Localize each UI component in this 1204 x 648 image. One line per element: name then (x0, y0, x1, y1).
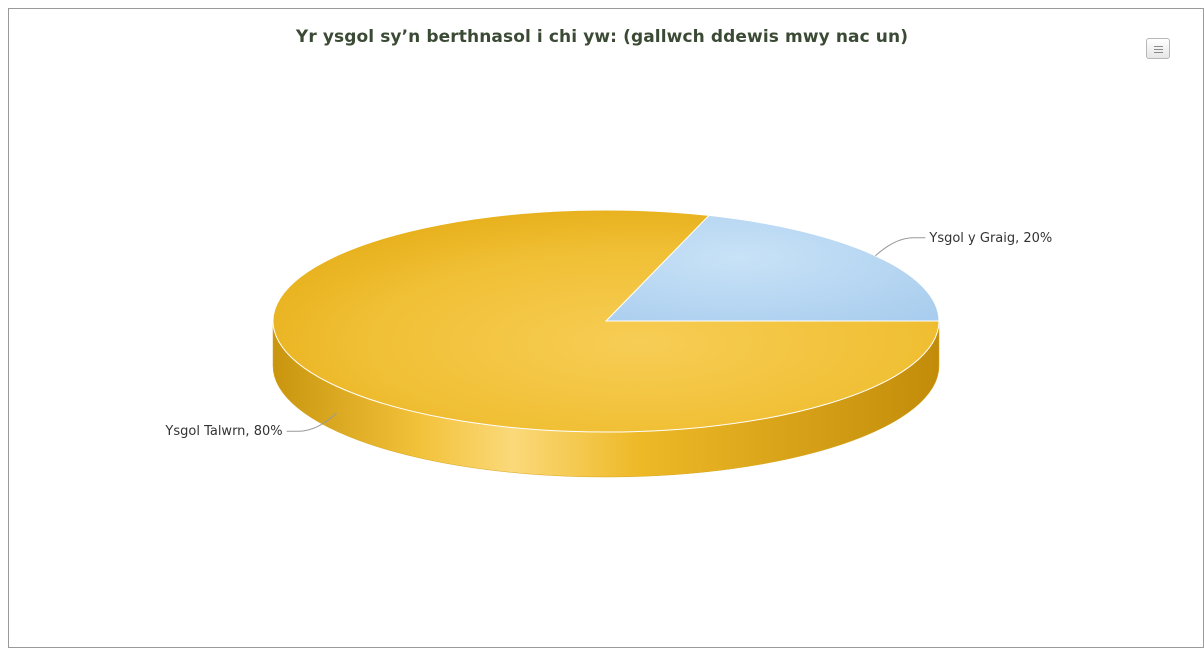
menu-icon-bar (1154, 49, 1163, 50)
menu-icon-bar (1154, 52, 1163, 53)
chart-title: Yr ysgol sy’n berthnasol i chi yw: (gall… (295, 27, 909, 47)
data-label: Ysgol y Graig, 20% (928, 231, 1052, 246)
pie-slice-ysgol-talwrn[interactable] (272, 209, 940, 433)
pie-slice-ysgol-y-graig[interactable] (604, 214, 940, 322)
pie-layer: Ysgol y Graig, 20% Ysgol Talwrn, 80% (164, 209, 1052, 478)
data-label-connector (875, 237, 926, 257)
menu-icon-bar (1154, 46, 1163, 47)
data-label-connector (286, 412, 337, 432)
chart-menu-button[interactable] (1146, 38, 1170, 59)
pie-chart: Ysgol y Graig, 20% Ysgol Talwrn, 80% (164, 209, 1052, 478)
data-label: Ysgol Talwrn, 80% (164, 424, 282, 439)
